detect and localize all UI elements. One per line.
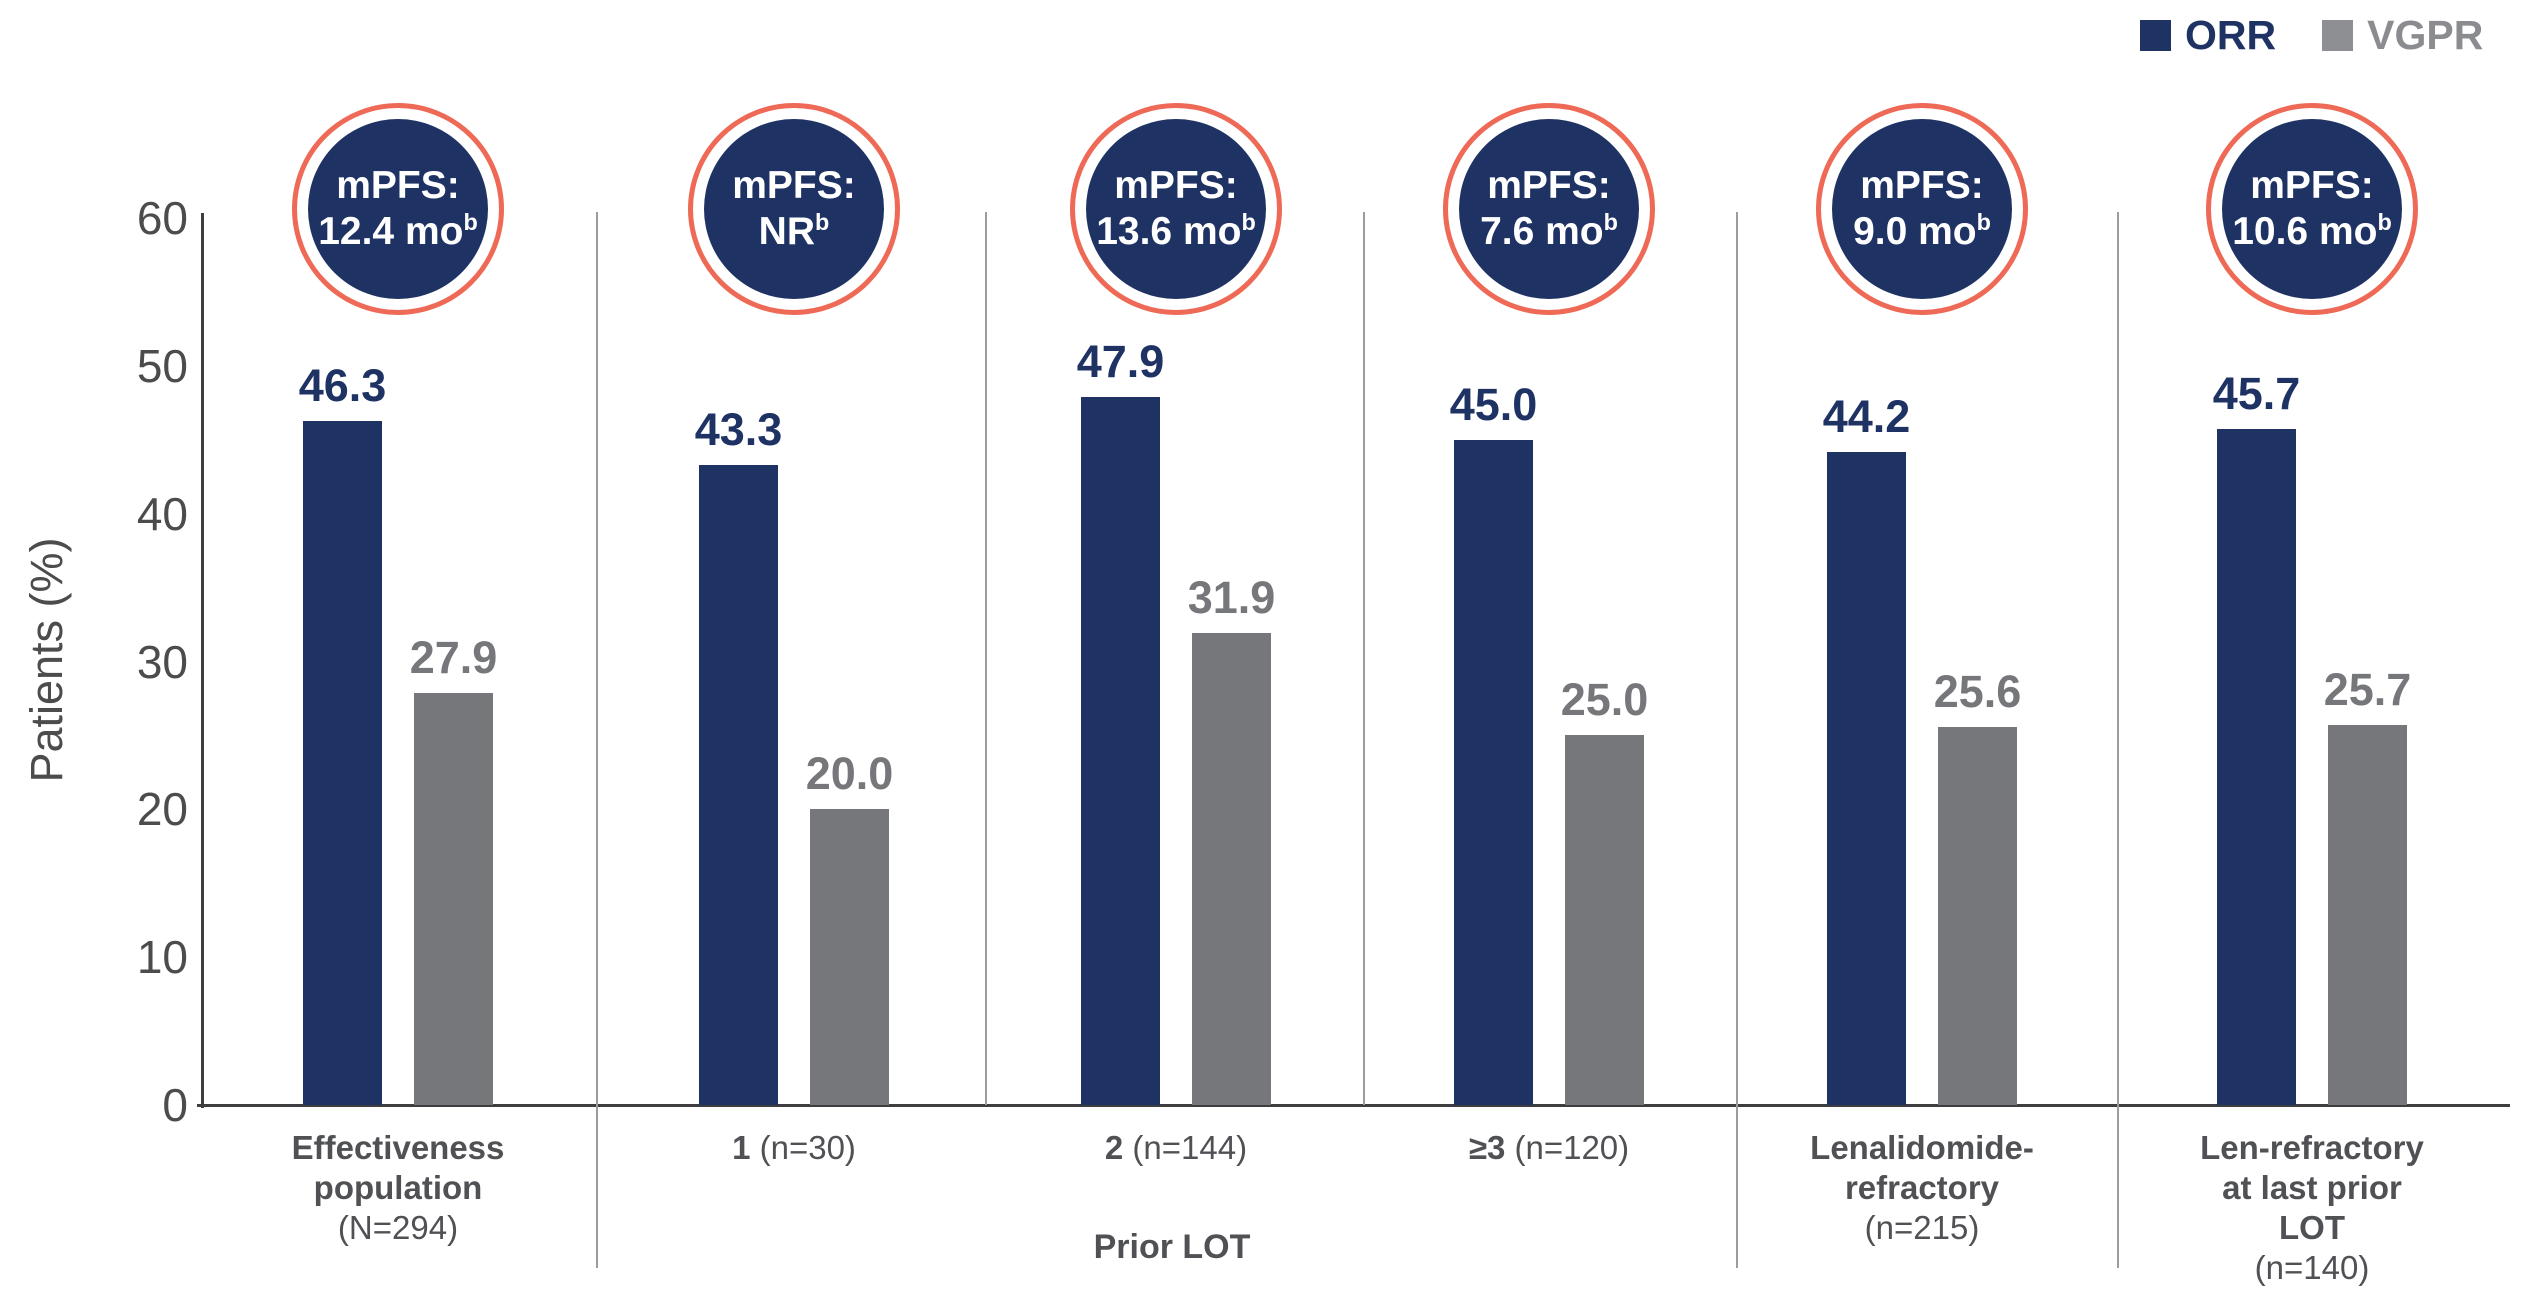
mpfs-badge-text: mPFS: 7.6 mob bbox=[1459, 119, 1639, 299]
vgpr-value-label: 25.7 bbox=[2323, 664, 2412, 715]
orr-value-label: 45.0 bbox=[1449, 379, 1538, 430]
group-label: Effectiveness population (N=294) bbox=[291, 1129, 505, 1246]
vgpr-bar bbox=[1192, 633, 1271, 1105]
vgpr-value-label: 25.6 bbox=[1933, 666, 2022, 717]
vgpr-bar bbox=[2328, 725, 2407, 1105]
group-label: Len-refractory at last prior LOT (n=140) bbox=[2200, 1129, 2424, 1286]
y-tick-label: 40 bbox=[136, 488, 188, 540]
vgpr-value-label: 20.0 bbox=[805, 748, 894, 799]
vgpr-value-label: 31.9 bbox=[1187, 572, 1276, 623]
group-divider bbox=[985, 212, 987, 1105]
group-divider bbox=[596, 212, 598, 1268]
group-label: Lenalidomide-refractory (n=215) bbox=[1810, 1129, 2034, 1246]
y-tick-label: 30 bbox=[136, 636, 188, 688]
mpfs-badge-text: mPFS: 10.6 mob bbox=[2222, 119, 2402, 299]
y-tick-label: 50 bbox=[136, 340, 188, 392]
vgpr-bar bbox=[1938, 727, 2017, 1105]
orr-value-label: 46.3 bbox=[298, 360, 387, 411]
orr-value-label: 45.7 bbox=[2212, 368, 2301, 419]
mpfs-badge: mPFS: 10.6 mob bbox=[2206, 103, 2418, 315]
orr-bar bbox=[1454, 440, 1533, 1105]
legend-vgpr-swatch-icon bbox=[2322, 20, 2354, 51]
mpfs-badge: mPFS: 7.6 mob bbox=[1443, 103, 1655, 315]
y-tick-label: 0 bbox=[162, 1079, 188, 1131]
group-label: 2 (n=144) bbox=[1104, 1129, 1248, 1166]
vgpr-bar bbox=[1565, 735, 1644, 1105]
orr-bar bbox=[699, 465, 778, 1105]
mpfs-badge-text: mPFS: NRb bbox=[704, 119, 884, 299]
group-divider bbox=[1736, 212, 1738, 1268]
mpfs-badge-text: mPFS: 9.0 mob bbox=[1832, 119, 2012, 299]
prior-lot-section-label: Prior LOT bbox=[1093, 1228, 1251, 1266]
vgpr-bar bbox=[810, 809, 889, 1105]
legend-orr-swatch-icon bbox=[2140, 20, 2171, 51]
vgpr-value-label: 27.9 bbox=[409, 632, 498, 683]
y-axis-line bbox=[201, 213, 204, 1108]
vgpr-bar bbox=[414, 693, 493, 1105]
y-tick-label: 60 bbox=[136, 192, 188, 244]
legend-vgpr-label: VGPR bbox=[2367, 12, 2484, 58]
orr-bar bbox=[1081, 397, 1160, 1105]
y-tick-label: 20 bbox=[136, 783, 188, 835]
legend-item-vgpr: VGPR bbox=[2322, 12, 2483, 59]
mpfs-badge: mPFS: 12.4 mob bbox=[292, 103, 504, 315]
orr-value-label: 44.2 bbox=[1822, 391, 1911, 442]
mpfs-badge-text: mPFS: 13.6 mob bbox=[1086, 119, 1266, 299]
group-label: 1 (n=30) bbox=[732, 1129, 856, 1166]
group-label: ≥3 (n=120) bbox=[1468, 1129, 1630, 1166]
orr-value-label: 47.9 bbox=[1076, 336, 1165, 387]
legend-item-orr: ORR bbox=[2140, 12, 2276, 59]
group-divider bbox=[2117, 212, 2119, 1268]
orr-bar bbox=[1827, 452, 1906, 1105]
legend: ORR VGPR bbox=[2140, 12, 2483, 59]
mpfs-badge: mPFS: NRb bbox=[688, 103, 900, 315]
orr-bar bbox=[2217, 429, 2296, 1105]
vgpr-value-label: 25.0 bbox=[1560, 674, 1649, 725]
y-tick-label: 10 bbox=[136, 931, 188, 983]
mpfs-badge: mPFS: 9.0 mob bbox=[1816, 103, 2028, 315]
orr-bar bbox=[303, 421, 382, 1105]
x-axis-line bbox=[197, 1104, 2510, 1107]
group-divider bbox=[1363, 212, 1365, 1105]
mpfs-badge: mPFS: 13.6 mob bbox=[1070, 103, 1282, 315]
mpfs-badge-text: mPFS: 12.4 mob bbox=[308, 119, 488, 299]
orr-value-label: 43.3 bbox=[694, 404, 783, 455]
legend-orr-label: ORR bbox=[2185, 12, 2277, 58]
